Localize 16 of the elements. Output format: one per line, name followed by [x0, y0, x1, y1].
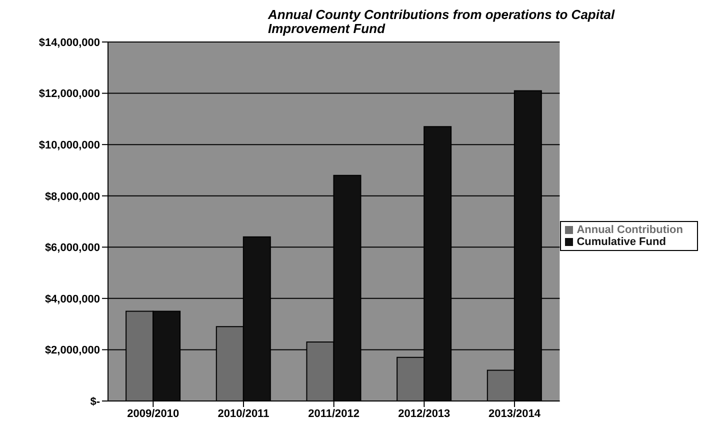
y-tick-label: $14,000,000 [38, 36, 100, 49]
y-tick-label: $2,000,000 [44, 344, 100, 357]
y-tick-label: $10,000,000 [38, 139, 100, 152]
chart-title: Annual County Contributions from operations to Capital Improvement Fund [268, 7, 616, 36]
y-tick-label: $4,000,000 [44, 293, 100, 306]
x-tick-label: 2011/2012 [308, 408, 360, 420]
y-tick-label: $- [90, 396, 100, 408]
legend-label: Cumulative Fund [576, 236, 666, 248]
y-tick-label: $8,000,000 [44, 190, 100, 203]
x-tick-label: 2013/2014 [488, 408, 542, 420]
x-tick-label: 2009/2010 [127, 408, 180, 420]
x-tick-label: 2012/2013 [398, 408, 450, 420]
y-tick-label: $6,000,000 [44, 242, 100, 254]
x-tick-label: 2010/2011 [218, 408, 270, 420]
legend-label: Annual Contribution [576, 224, 683, 236]
y-tick-label: $12,000,000 [38, 88, 100, 100]
